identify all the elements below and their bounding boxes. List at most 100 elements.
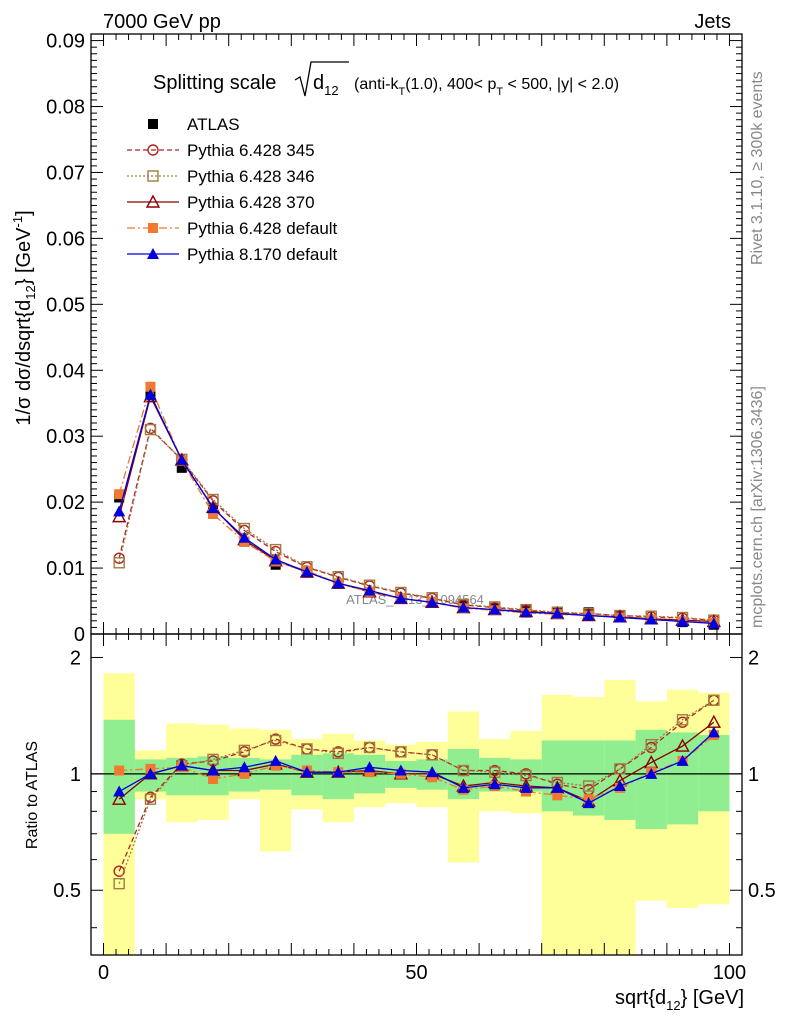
- data-point: [114, 489, 125, 500]
- data-point: [208, 509, 219, 519]
- legend-label: Pythia 6.428 346: [187, 167, 315, 186]
- y-tick-label: 0.06: [46, 228, 85, 250]
- data-point: [113, 505, 126, 517]
- legend: ATLAS Pythia 6.428 345 Pythia 6.428 346 Pyt…: [127, 115, 338, 264]
- legend-marker: [148, 119, 158, 129]
- legend-marker: [145, 194, 161, 208]
- y-tick-label: 0.07: [46, 162, 85, 184]
- ratio-point: [113, 877, 125, 890]
- ratio-point: [645, 738, 657, 751]
- legend-entry: Pythia 8.170 default: [127, 245, 338, 264]
- ratio-tick-label: 0.5: [748, 880, 776, 902]
- series-line: [118, 384, 714, 624]
- chart-title: Splitting scale: [153, 72, 276, 94]
- y-tick-label: 0.03: [46, 426, 85, 448]
- series-2: [113, 423, 720, 626]
- ratio-point: [238, 761, 251, 773]
- ratio-point: [238, 744, 251, 757]
- ratio-point: [175, 759, 188, 771]
- y-tick-label: 0.02: [46, 492, 85, 514]
- ratio-point: [114, 765, 125, 776]
- ratio-tick-label: 1: [748, 764, 759, 786]
- data-point: [582, 609, 595, 621]
- data-point: [300, 566, 313, 578]
- rivet-label: Rivet 3.1.10, ≥ 300k events: [749, 71, 766, 265]
- legend-marker: [147, 144, 159, 156]
- series-5: [113, 388, 720, 629]
- band-inner-bin: [103, 719, 135, 834]
- band-inner-bin: [541, 740, 573, 812]
- ratio-point: [300, 766, 313, 778]
- ratio-line: [119, 734, 715, 800]
- ratio-point: [582, 780, 595, 792]
- ratio-point: [395, 746, 407, 758]
- ratio-point: [551, 781, 564, 793]
- legend-entry: Pythia 6.428 370: [127, 193, 315, 212]
- series-4: [114, 381, 719, 628]
- data-point: [144, 423, 157, 436]
- x-tick-label: 100: [713, 962, 746, 984]
- ratio-point: [208, 773, 219, 784]
- data-point: [145, 381, 156, 392]
- ratio-point: [676, 714, 689, 726]
- data-point: [176, 462, 187, 473]
- energy-label: 7000 GeV pp: [103, 11, 221, 33]
- ratio-point: [363, 741, 376, 754]
- ratio-point: [111, 791, 127, 805]
- band-inner-bin: [666, 732, 699, 825]
- ratio-point: [426, 766, 439, 778]
- legend-label: ATLAS: [187, 115, 240, 134]
- ratio-point: [613, 780, 626, 792]
- ratio-point: [269, 734, 282, 747]
- ratio-tick-label: 0.5: [53, 880, 81, 902]
- legend-label: Pythia 8.170 default: [187, 245, 338, 264]
- data-point: [488, 603, 501, 615]
- legend-marker: [147, 248, 159, 259]
- ratio-point: [427, 772, 438, 783]
- y-tick-label: 0.09: [46, 31, 85, 53]
- data-point: [175, 453, 188, 465]
- ratio-point: [552, 790, 563, 801]
- ratio-tick-label: 2: [748, 647, 759, 669]
- ratio-point: [207, 764, 220, 776]
- x-axis-label: sqrt{d12} [GeV]: [615, 987, 744, 1013]
- data-point: [394, 592, 407, 604]
- legend-label: Pythia 6.428 370: [187, 193, 315, 212]
- process-label: Jets: [694, 11, 731, 33]
- data-point: [238, 531, 251, 543]
- ratio-series: [111, 694, 722, 890]
- main-y-axis-label: 1/σ dσ/dsqrt{d12} [GeV-1]: [10, 210, 38, 425]
- x-tick-label: 0: [98, 962, 109, 984]
- ratio-point: [301, 743, 313, 755]
- data-point: [144, 388, 157, 400]
- ratio-point: [332, 766, 345, 778]
- data-point: [645, 613, 658, 625]
- ratio-series-4: [113, 726, 720, 809]
- band-outer-bin: [572, 697, 605, 955]
- ratio-point: [426, 749, 438, 761]
- data-point: [113, 557, 125, 569]
- chart-title-sqrt: d12: [313, 72, 339, 98]
- ratio-bands: [91, 673, 742, 955]
- y-tick-label: 0: [74, 624, 85, 646]
- legend-label: Pythia 6.428 default: [187, 219, 338, 238]
- legend-label: Pythia 6.428 345: [187, 141, 315, 160]
- legend-entry: ATLAS: [148, 115, 240, 134]
- ratio-point: [144, 793, 157, 805]
- chart-title-cuts: (anti-kT(1.0), 400< pT < 500, |y| < 2.0): [354, 76, 619, 98]
- ratio-point: [113, 785, 126, 797]
- ratio-point: [394, 764, 407, 776]
- ratio-point: [269, 754, 282, 766]
- ratio-point: [457, 781, 470, 793]
- ratio-point: [363, 761, 376, 773]
- ratio-point: [675, 738, 690, 752]
- data-point: [457, 601, 470, 613]
- ratio-point: [457, 764, 470, 777]
- y-tick-label: 0.08: [46, 97, 85, 119]
- analysis-watermark: ATLAS_2013_I1094564: [346, 592, 484, 607]
- data-point: [520, 606, 533, 618]
- legend-marker: [147, 170, 159, 182]
- ratio-line: [118, 731, 715, 804]
- ratio-point: [488, 778, 501, 790]
